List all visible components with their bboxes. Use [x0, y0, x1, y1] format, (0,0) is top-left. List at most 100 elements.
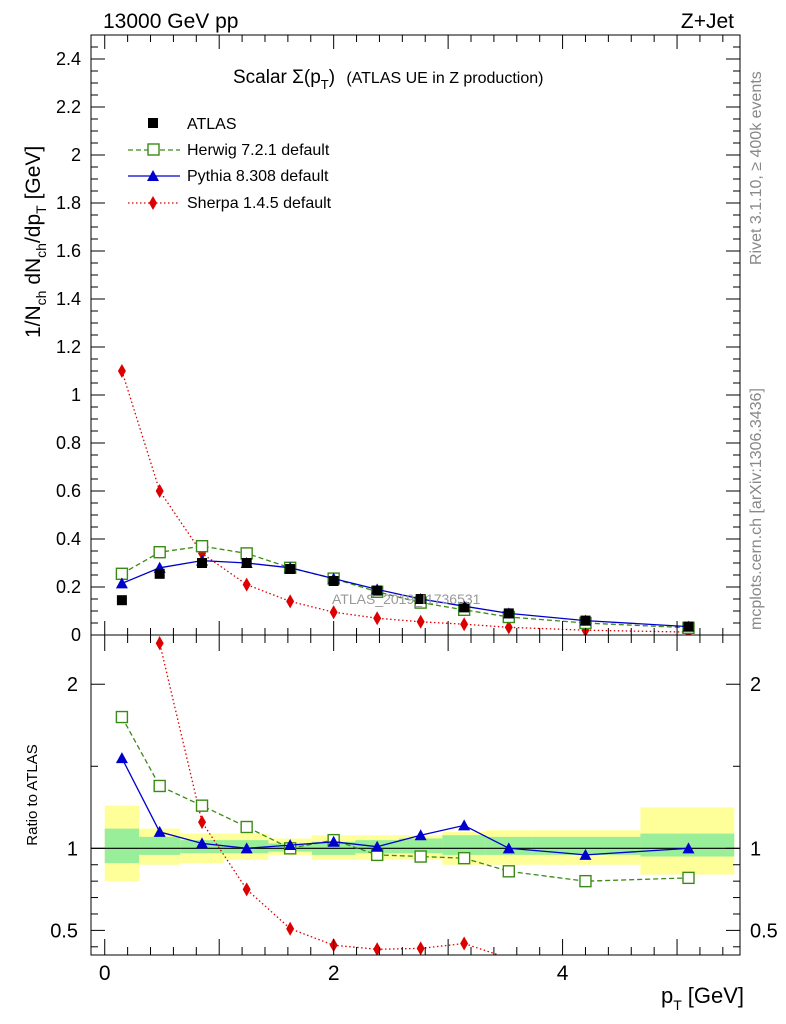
ratio-point-herwig-11	[682, 871, 695, 885]
ratio-band-stat-0	[104, 828, 140, 864]
main-ylabel-part-5: T	[33, 205, 49, 214]
ratio-ytick-label-left-0: 0.5	[50, 920, 78, 942]
ratio-point-herwig-2	[195, 799, 209, 812]
ratio-panel-frame	[90, 634, 741, 956]
ratio-point-pythia-5	[327, 835, 340, 847]
ratio-point-pythia-6	[371, 840, 384, 852]
main-title-close: )	[329, 67, 335, 88]
main-title: Scalar Σ(pT) (ATLAS UE in Z production)	[233, 67, 543, 92]
main-ytick-label-2: 0.4	[56, 529, 81, 549]
ratio-point-pythia-7	[414, 829, 427, 841]
main-point-sherpa-3	[242, 577, 251, 592]
ratio-point-sherpa-1	[155, 636, 164, 651]
ratio-series-layer	[115, 635, 695, 955]
legend-label-herwig: Herwig 7.2.1 default	[187, 142, 330, 159]
main-point-atlas-0	[116, 595, 127, 606]
main-point-sherpa-8	[460, 617, 469, 632]
header-collision-label: 13000 GeV pp	[103, 10, 238, 33]
main-point-atlas-3	[241, 558, 252, 568]
main-ylabel: 1/Nch dNch/dpT [GeV]	[22, 146, 49, 338]
legend-marker-pythia	[147, 170, 159, 181]
ratio-point-herwig-10	[579, 874, 592, 888]
main-title-suffix: (ATLAS UE in Z production)	[346, 70, 543, 87]
ratio-point-pythia-10	[579, 848, 592, 860]
main-point-sherpa-5	[329, 605, 338, 620]
main-point-sherpa-1	[155, 484, 164, 498]
main-panel: 0 0.2 0.4 0.6 0.8 1 1.2 1.4 1.6 1.8 2 2.2 2.4 Scalar…	[22, 34, 741, 645]
main-ytick-label-6: 1.2	[56, 337, 81, 357]
ratio-xtick-label-1: 2	[328, 962, 340, 985]
main-title-main: Scalar Σ(p	[233, 67, 321, 88]
main-ytick-label-4: 0.8	[56, 433, 81, 453]
ratio-point-pythia-4	[284, 839, 297, 851]
ratio-point-sherpa-6	[373, 942, 382, 955]
ratio-point-pythia-1	[153, 825, 166, 837]
ratio-point-pythia-8	[458, 819, 471, 831]
ratio-point-sherpa-8	[460, 936, 469, 951]
main-point-atlas-9	[503, 608, 514, 619]
legend-marker-atlas	[148, 118, 158, 128]
main-ytick-label-7: 1.4	[56, 289, 81, 309]
ratio-ytick-label-right-2: 2	[750, 674, 761, 696]
ratio-point-herwig-8	[457, 851, 471, 865]
main-point-sherpa-6	[373, 611, 382, 626]
main-point-atlas-4	[285, 564, 296, 574]
ratio-ylabel: Ratio to ATLAS	[24, 744, 41, 845]
legend-marker-sherpa	[149, 196, 157, 210]
main-ylabel-part-4: /dp	[22, 214, 45, 243]
legend-label-pythia: Pythia 8.308 default	[187, 168, 329, 185]
ratio-point-herwig-9	[502, 865, 515, 878]
main-point-atlas-8	[459, 602, 470, 613]
ratio-point-pythia-3	[240, 842, 253, 854]
ratio-xlabel-main: p	[661, 983, 673, 1008]
ratio-band-stat-1	[139, 836, 181, 855]
ratio-point-pythia-2	[196, 837, 209, 849]
ratio-point-herwig-7	[414, 850, 427, 863]
ratio-point-pythia-9	[502, 842, 515, 854]
legend: ATLAS Herwig 7.2.1 default Pythia 8.308 …	[128, 116, 332, 212]
main-ytick-label-12: 2.4	[56, 49, 81, 69]
main-point-sherpa-0	[117, 364, 126, 378]
main-point-atlas-7	[415, 594, 426, 604]
main-ylabel-part-3: ch	[33, 243, 49, 258]
main-ytick-label-9: 1.8	[56, 193, 81, 213]
ratio-point-pythia-0	[115, 752, 128, 764]
main-ylabel-part-6: [GeV]	[22, 146, 45, 206]
legend-label-atlas: ATLAS	[187, 116, 237, 133]
main-ylabel-part-0: 1/N	[22, 305, 45, 338]
main-line-pythia	[121, 559, 689, 628]
main-point-atlas-11	[683, 621, 694, 632]
main-point-atlas-1	[154, 568, 165, 579]
main-ytick-label-1: 0.2	[56, 577, 81, 597]
main-line-herwig	[121, 545, 689, 629]
main-point-atlas-6	[372, 585, 383, 596]
ratio-line-herwig	[121, 716, 689, 882]
main-ytick-label-3: 0.6	[56, 481, 81, 501]
ratio-ytick-label-right-1: 1	[750, 838, 761, 860]
ratio-ytick-label-left-1: 1	[67, 838, 78, 860]
header-process-label: Z+Jet	[681, 10, 734, 33]
ratio-band-stat-7	[398, 838, 443, 854]
main-ytick-label-8: 1.6	[56, 241, 81, 261]
ratio-xtick-label-0: 0	[99, 962, 111, 985]
ratio-point-sherpa-4	[286, 921, 295, 936]
ratio-point-sherpa-2	[198, 815, 207, 830]
main-ytick-label-5: 1	[71, 385, 81, 405]
main-ytick-label-11: 2.2	[56, 97, 81, 117]
main-point-sherpa-4	[286, 594, 295, 609]
main-axis-ticks: 0 0.2 0.4 0.6 0.8 1 1.2 1.4 1.6 1.8 2 2.2 2.4	[56, 35, 740, 645]
main-ytick-label-0: 0	[71, 625, 81, 645]
legend-label-sherpa: Sherpa 1.4.5 default	[187, 195, 332, 212]
main-point-atlas-5	[328, 576, 339, 586]
ratio-point-pythia-11	[682, 842, 695, 854]
ratio-point-herwig-1	[153, 779, 166, 793]
ratio-xlabel: pT [GeV]	[661, 983, 744, 1013]
main-point-herwig-2	[195, 540, 209, 553]
ratio-line-pythia	[121, 757, 689, 856]
ratio-axis-ticks: 0.5 0.5 1 1 2 2 0 2 4	[50, 635, 778, 985]
main-title-sub: T	[321, 77, 329, 92]
analysis-watermark: ATLAS_2019_I1736531	[332, 591, 481, 607]
ratio-point-sherpa-3	[242, 882, 251, 897]
ratio-point-herwig-3	[240, 820, 253, 834]
ratio-xtick-label-2: 4	[557, 962, 569, 985]
